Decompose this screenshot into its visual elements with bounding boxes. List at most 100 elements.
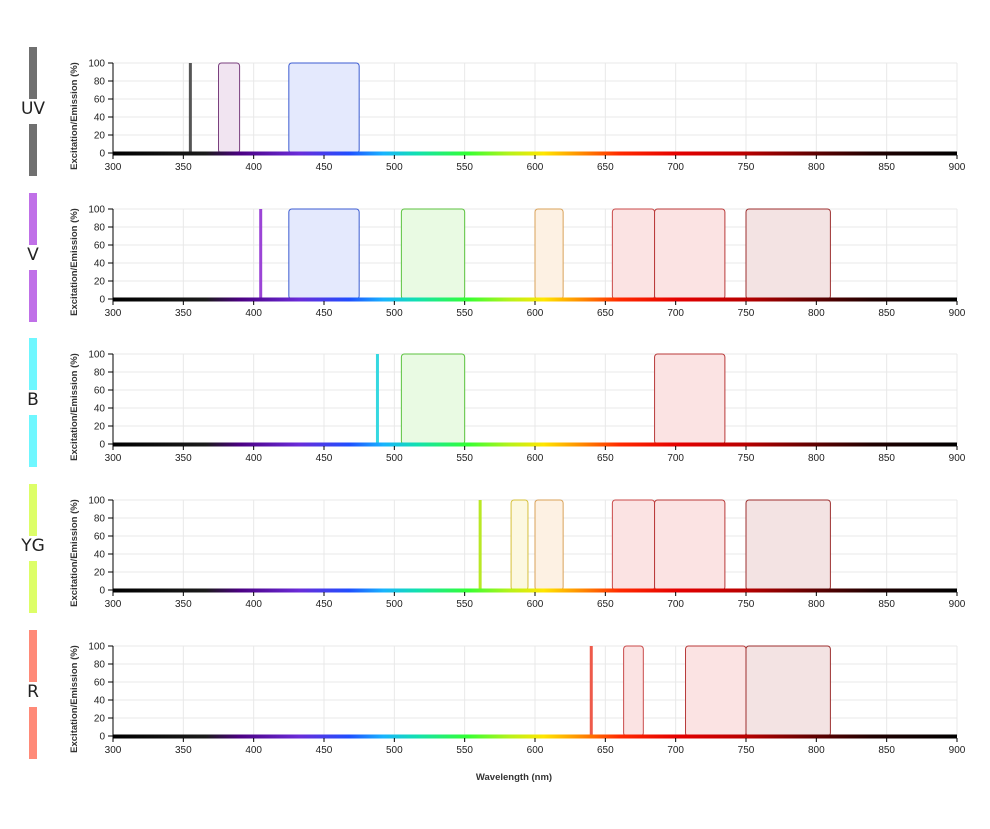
filter-band [654,499,726,591]
spectrum-axis [113,588,957,593]
x-tick-label: 650 [597,599,614,610]
panel-v: V 0 20 40 60 80 100 Excitation/Emission (%) 300 3… [27,193,966,322]
x-tick-label: 700 [667,453,684,464]
y-tick-label: 80 [94,368,106,379]
y-tick-label: 20 [94,131,106,142]
x-tick-label: 800 [808,308,825,319]
filter-band [745,499,831,591]
spectrum-axis [113,151,957,156]
x-tick-label: 500 [386,599,403,610]
x-tick-label: 700 [667,745,684,756]
x-tick-label: 900 [949,453,966,464]
x-tick-label: 300 [105,599,122,610]
y-tick-label: 60 [94,386,106,397]
x-tick-label: 550 [456,745,473,756]
y-tick-label: 40 [94,696,106,707]
x-tick-label: 550 [456,453,473,464]
x-tick-label: 800 [808,745,825,756]
x-tick-label: 400 [245,162,262,173]
x-tick-label: 300 [105,453,122,464]
filter-band [623,645,644,737]
y-tick-label: 40 [94,259,106,270]
y-tick-label: 40 [94,404,106,415]
y-tick-label: 60 [94,532,106,543]
filter-band [218,62,241,154]
x-tick-label: 300 [105,308,122,319]
x-axis-title: Wavelength (nm) [476,772,552,783]
filter-band [745,208,831,300]
x-tick-label: 450 [316,599,333,610]
x-tick-label: 700 [667,599,684,610]
laser-bar-bottom [29,707,37,759]
y-tick-label: 100 [88,496,105,507]
x-tick-label: 750 [738,162,755,173]
laser-label: B [27,390,39,410]
x-tick-label: 450 [316,308,333,319]
filter-band [654,353,726,445]
laser-label: R [27,682,39,702]
x-tick-label: 650 [597,162,614,173]
laser-bar-top [29,193,37,245]
x-tick-label: 600 [527,308,544,319]
x-tick-label: 800 [808,162,825,173]
x-tick-label: 900 [949,162,966,173]
x-tick-label: 850 [878,745,895,756]
x-tick-label: 550 [456,308,473,319]
x-tick-label: 550 [456,162,473,173]
y-tick-label: 20 [94,277,106,288]
x-tick-label: 450 [316,745,333,756]
y-tick-label: 100 [88,642,105,653]
x-tick-label: 600 [527,162,544,173]
y-axis-title: Excitation/Emission (%) [69,353,80,461]
x-tick-label: 900 [949,745,966,756]
y-tick-label: 20 [94,422,106,433]
filter-band [745,645,831,737]
filter-band [654,208,726,300]
y-tick-label: 100 [88,350,105,361]
x-tick-label: 850 [878,162,895,173]
filter-band [685,645,747,737]
spectrum-axis [113,297,957,302]
laser-bar-bottom [29,415,37,467]
x-tick-label: 650 [597,745,614,756]
x-tick-label: 600 [527,599,544,610]
x-tick-label: 500 [386,453,403,464]
x-tick-label: 400 [245,453,262,464]
y-tick-label: 80 [94,223,106,234]
x-tick-label: 750 [738,599,755,610]
spectrum-axis [113,734,957,739]
y-axis-title: Excitation/Emission (%) [69,645,80,753]
laser-bar-top [29,484,37,536]
y-tick-label: 80 [94,660,106,671]
spectrum-axis [113,442,957,447]
y-tick-label: 80 [94,514,106,525]
y-tick-label: 60 [94,95,106,106]
x-tick-label: 900 [949,599,966,610]
x-tick-label: 350 [175,745,192,756]
x-tick-label: 900 [949,308,966,319]
panel-r: R 0 20 40 60 80 100 Excitation/Emission (%) 300 3… [27,630,966,759]
x-tick-label: 350 [175,453,192,464]
filter-band [611,499,656,591]
x-tick-label: 750 [738,745,755,756]
filter-band [288,208,360,300]
y-axis-title: Excitation/Emission (%) [69,62,80,170]
x-tick-label: 650 [597,308,614,319]
x-tick-label: 500 [386,745,403,756]
x-tick-label: 600 [527,745,544,756]
x-tick-label: 850 [878,308,895,319]
x-tick-label: 350 [175,308,192,319]
y-tick-label: 20 [94,714,106,725]
filter-band [534,208,564,300]
y-tick-label: 100 [88,59,105,70]
y-tick-label: 0 [99,149,105,160]
x-tick-label: 450 [316,453,333,464]
y-tick-label: 0 [99,732,105,743]
x-tick-label: 700 [667,162,684,173]
y-tick-label: 40 [94,113,106,124]
x-tick-label: 850 [878,453,895,464]
y-tick-label: 60 [94,241,106,252]
panel-uv: UV 0 20 40 60 80 100 Excitation/Emission (%) 300… [21,47,966,176]
x-tick-label: 350 [175,599,192,610]
